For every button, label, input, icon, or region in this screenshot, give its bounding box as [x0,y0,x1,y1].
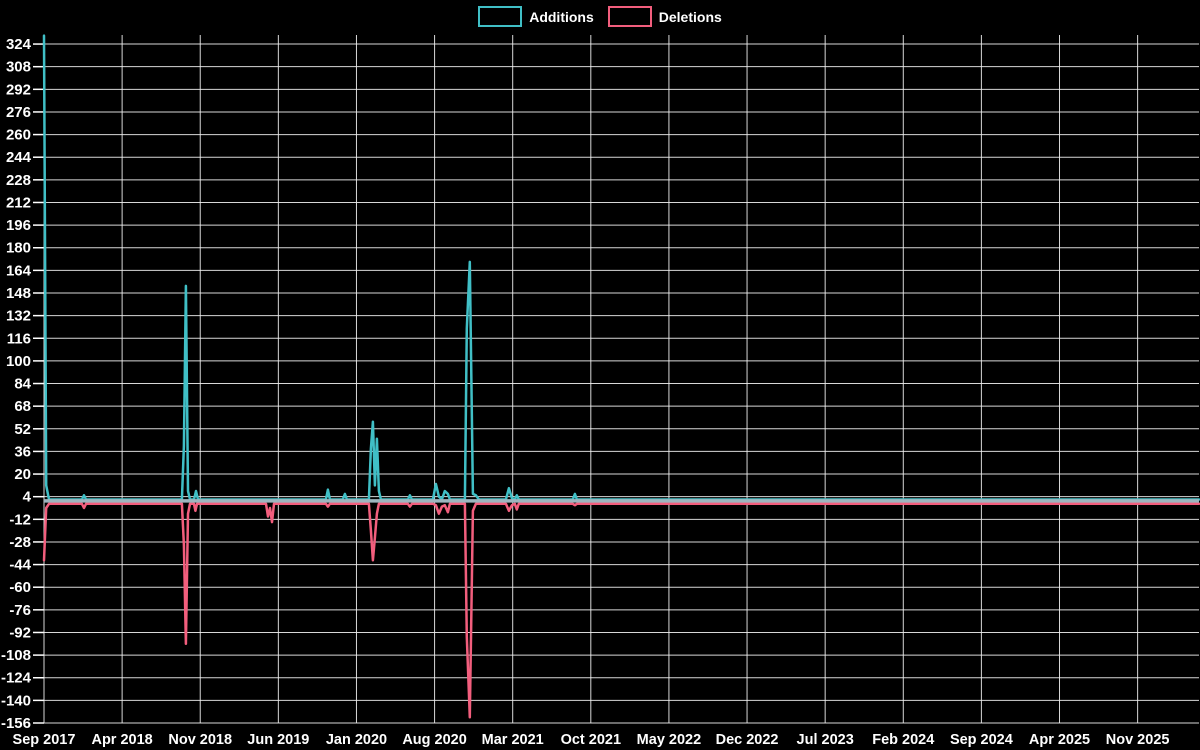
deletions-swatch-icon [607,6,652,27]
y-tick-label: 52 [14,421,31,438]
y-tick-label: 308 [6,59,31,76]
deletions-line [42,502,1200,719]
y-tick-label: 228 [6,172,31,189]
legend-item-deletions[interactable]: Deletions [607,6,722,27]
x-tick-label: Jun 2019 [247,732,309,748]
x-tick-label: Mar 2021 [482,732,544,748]
y-tick-label: 4 [23,489,32,506]
y-tick-label: -140 [1,692,31,709]
y-tick-label: -124 [1,670,32,687]
chart-legend: Additions Deletions [0,6,1200,27]
y-tick-label: -92 [9,624,31,641]
y-tick-label: 164 [6,262,32,279]
y-tick-label: -28 [9,534,31,551]
y-tick-label: -44 [9,557,31,574]
y-tick-label: -60 [9,579,31,596]
x-tick-label: Dec 2022 [716,732,779,748]
y-tick-label: 180 [6,240,31,257]
y-tick-label: 116 [7,330,31,347]
y-tick-label: 132 [6,308,31,325]
additions-swatch-icon [478,6,523,27]
x-tick-label: Nov 2018 [168,732,232,748]
y-tick-label: 212 [6,194,31,211]
y-tick-label: 260 [6,127,31,144]
y-tick-label: -156 [1,715,31,732]
y-tick-label: 20 [14,466,31,483]
y-tick-label: 84 [14,376,31,393]
legend-deletions-label: Deletions [658,8,722,25]
additions-line [42,34,1200,501]
y-tick-label: 148 [6,285,31,302]
y-tick-label: -12 [9,511,31,528]
y-tick-label: 196 [6,217,31,234]
x-tick-label: Oct 2021 [561,732,621,748]
y-tick-label: 324 [6,36,32,53]
y-tick-label: -108 [1,647,31,664]
x-tick-label: May 2022 [637,732,702,748]
x-tick-label: Sep 2017 [13,732,76,748]
x-tick-label: Jul 2023 [797,732,854,748]
y-tick-label: 36 [14,443,31,460]
x-tick-label: Apr 2025 [1029,732,1090,748]
legend-item-additions[interactable]: Additions [478,6,594,27]
y-tick-label: 292 [6,81,31,98]
y-tick-label: -76 [9,602,31,619]
x-tick-label: Apr 2018 [91,732,152,748]
x-tick-label: Aug 2020 [402,732,466,748]
y-tick-label: 100 [6,353,31,370]
y-tick-label: 68 [14,398,31,415]
x-tick-label: Feb 2024 [872,732,934,748]
x-tick-label: Jan 2020 [326,732,387,748]
x-tick-label: Nov 2025 [1106,732,1170,748]
x-tick-label: Sep 2024 [950,732,1013,748]
y-tick-label: 244 [6,149,32,166]
legend-additions-label: Additions [529,8,594,25]
y-tick-label: 276 [6,104,31,121]
